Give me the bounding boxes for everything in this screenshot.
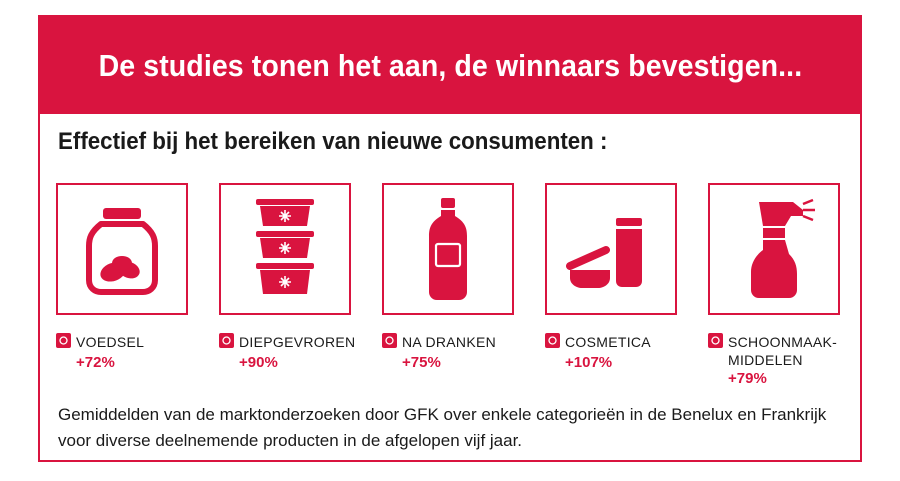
category-icon-box [56, 183, 188, 315]
category-name: VOEDSEL [76, 334, 145, 350]
category-name: SCHOONMAAK- [728, 334, 838, 350]
bottle-icon [429, 198, 467, 300]
seal-icon [382, 333, 397, 348]
cosmetics-icon [566, 218, 642, 288]
subtitle: Effectief bij het bereiken van nieuwe co… [58, 128, 608, 155]
category-diepgevroren: DIEPGEVROREN +90% [219, 183, 355, 372]
category-na-dranken: NA DRANKEN +75% [382, 183, 518, 372]
category-icon-box [382, 183, 514, 315]
infographic-frame: De studies tonen het aan, de winnaars be… [38, 15, 862, 462]
category-name: NA DRANKEN [402, 334, 497, 350]
category-value: +75% [402, 354, 441, 371]
banner-title: De studies tonen het aan, de winnaars be… [98, 47, 802, 83]
category-name-line2: MIDDELEN [728, 352, 803, 368]
category-icon-box [545, 183, 677, 315]
category-name: DIEPGEVROREN [239, 334, 356, 350]
title-banner: De studies tonen het aan, de winnaars be… [40, 17, 860, 114]
category-value: +79% [728, 370, 767, 387]
category-voedsel: VOEDSEL +72% [56, 183, 192, 372]
category-icon-box [708, 183, 840, 315]
jar-icon [86, 208, 158, 295]
category-value: +72% [76, 354, 115, 371]
seal-icon [56, 333, 71, 348]
spray-bottle-icon [751, 198, 815, 298]
seal-icon [545, 333, 560, 348]
category-name: COSMETICA [565, 334, 651, 350]
category-icon-box [219, 183, 351, 315]
seal-icon [708, 333, 723, 348]
category-schoonmaakmiddelen: SCHOONMAAK- MIDDELEN +79% [708, 183, 844, 388]
category-value: +90% [239, 354, 278, 371]
footnote: Gemiddelden van de marktonderzoeken door… [58, 405, 827, 450]
frozen-containers-icon [256, 199, 314, 294]
seal-icon [219, 333, 234, 348]
category-value: +107% [565, 354, 613, 371]
category-cosmetica: COSMETICA +107% [545, 183, 681, 372]
